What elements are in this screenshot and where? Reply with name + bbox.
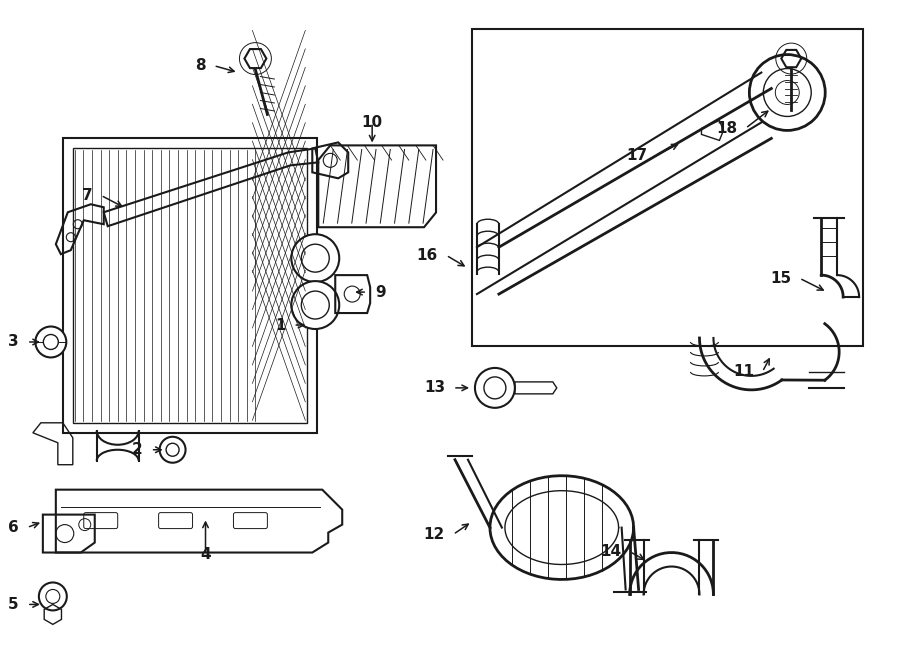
Text: 16: 16 <box>417 248 438 262</box>
Text: 8: 8 <box>195 58 205 73</box>
Text: 5: 5 <box>8 597 19 612</box>
Circle shape <box>292 281 339 329</box>
Text: 12: 12 <box>424 527 445 542</box>
Text: 18: 18 <box>716 121 737 136</box>
Text: 11: 11 <box>734 364 754 379</box>
Circle shape <box>159 437 185 463</box>
Circle shape <box>475 368 515 408</box>
Circle shape <box>750 55 825 130</box>
Circle shape <box>35 327 67 358</box>
Text: 2: 2 <box>132 442 142 457</box>
Text: 14: 14 <box>600 544 622 559</box>
Text: 10: 10 <box>362 115 382 130</box>
Circle shape <box>292 234 339 282</box>
Text: 6: 6 <box>8 520 19 535</box>
Text: 7: 7 <box>82 188 93 203</box>
Text: 17: 17 <box>626 148 648 163</box>
Text: 1: 1 <box>274 317 285 332</box>
Text: 3: 3 <box>8 334 19 350</box>
Text: 9: 9 <box>375 285 386 299</box>
Text: 13: 13 <box>424 380 445 395</box>
Circle shape <box>39 582 67 610</box>
Text: 15: 15 <box>770 270 791 286</box>
Text: 4: 4 <box>200 547 211 562</box>
